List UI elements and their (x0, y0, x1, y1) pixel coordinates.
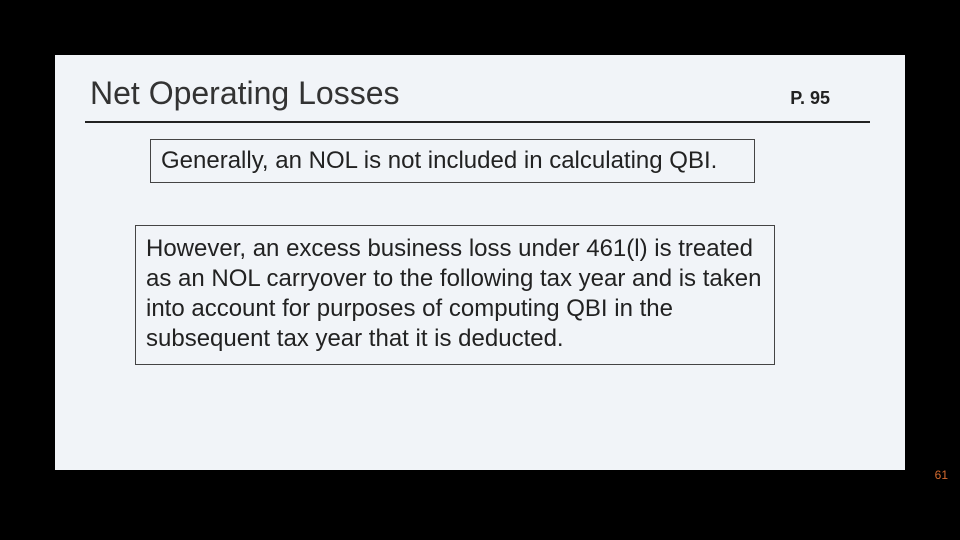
header-rule (85, 121, 870, 123)
content-box-2: However, an excess business loss under 4… (135, 225, 775, 365)
outer-frame: Net Operating Losses P. 95 Generally, an… (0, 0, 960, 540)
content-box-1: Generally, an NOL is not included in cal… (150, 139, 755, 183)
slide-title: Net Operating Losses (90, 75, 400, 112)
slide-card: Net Operating Losses P. 95 Generally, an… (55, 55, 905, 470)
slide-header: Net Operating Losses P. 95 (90, 75, 870, 112)
page-reference: P. 95 (790, 88, 830, 109)
slide-number: 61 (935, 468, 948, 482)
